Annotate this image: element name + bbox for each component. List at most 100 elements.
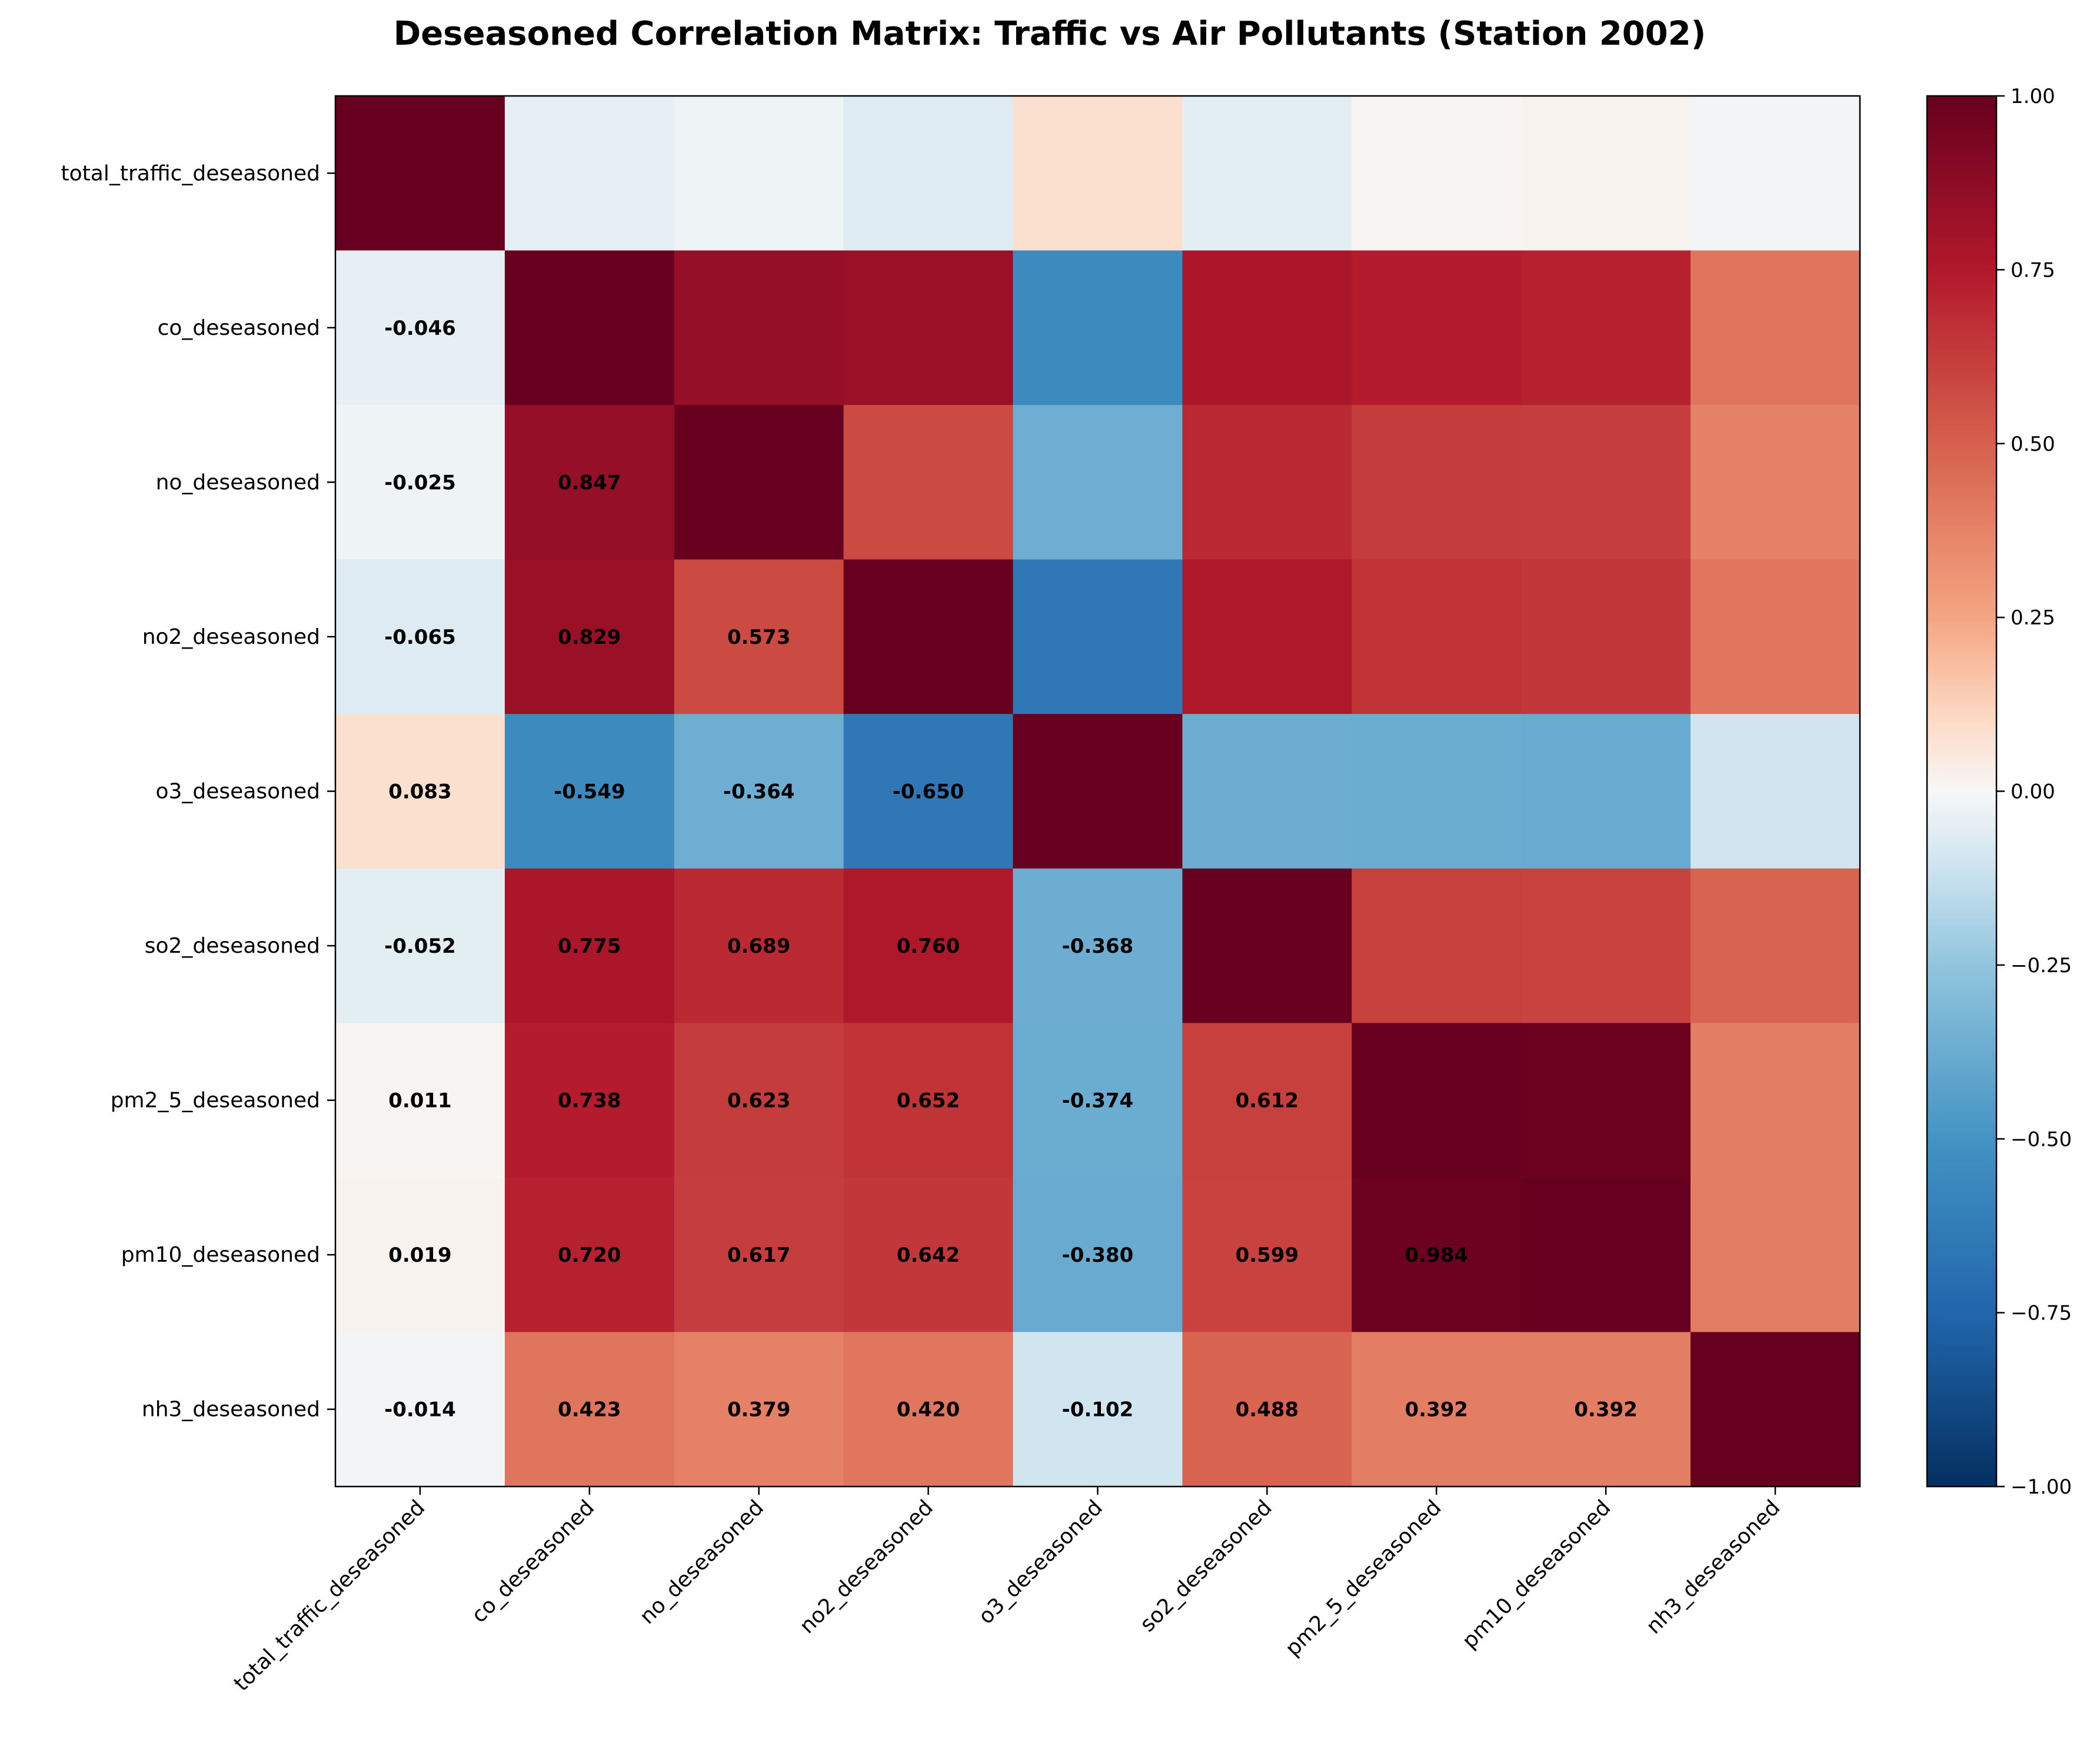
heatmap-cell [1352, 1023, 1522, 1178]
x-axis-ticks: total_traffic_deseasoned co_deseasoned no_… [229, 1487, 1785, 1696]
heatmap-cells [335, 96, 1861, 1487]
heatmap-cell [335, 1177, 505, 1333]
heatmap-cell [843, 1332, 1014, 1487]
colorbar-tick-label: 1.00 [2011, 85, 2055, 108]
colorbar-ticks: 1.00 0.75 0.50 0.25 0.00 −0.25 −0.50 −0.75 −1.00 [1996, 85, 2072, 1499]
heatmap-cell [504, 868, 675, 1023]
cell-value-label: -0.025 [384, 471, 456, 494]
cell-value-label: 0.011 [388, 1089, 452, 1113]
heatmap-cell [1521, 1023, 1691, 1178]
heatmap-cell [1182, 96, 1352, 251]
cell-value-label: 0.984 [1405, 1243, 1469, 1267]
heatmap-cell [1690, 1332, 1861, 1487]
y-tick-label: pm2_5_deseasoned [111, 1089, 320, 1113]
y-tick-label: nh3_deseasoned [142, 1398, 320, 1422]
cell-value-label: 0.392 [1574, 1398, 1638, 1422]
heatmap-cell [504, 1332, 675, 1487]
heatmap-cell [843, 96, 1014, 251]
heatmap-cell [1690, 1177, 1861, 1333]
heatmap-cell [504, 405, 675, 560]
heatmap-cell [674, 868, 844, 1023]
heatmap-cell [1013, 250, 1183, 405]
chart-title: Deseasoned Correlation Matrix: Traffic v… [394, 15, 1706, 53]
x-tick-label: total_traffic_deseasoned [229, 1495, 430, 1695]
cell-value-label: 0.612 [1236, 1089, 1299, 1113]
heatmap-cell [1013, 1177, 1183, 1333]
heatmap-cell [1013, 1023, 1183, 1178]
heatmap-cell [674, 714, 844, 869]
heatmap-cell [335, 250, 505, 405]
heatmap-cell [1352, 868, 1522, 1023]
heatmap-cell [1690, 405, 1861, 560]
heatmap-cell [1013, 405, 1183, 560]
heatmap-cell [1352, 1332, 1522, 1487]
colorbar-tick-label: 0.75 [2011, 258, 2055, 282]
cell-value-label: 0.652 [897, 1089, 960, 1113]
heatmap-cell [674, 1023, 844, 1178]
heatmap-cell [504, 714, 675, 869]
heatmap-cell [1521, 405, 1691, 560]
heatmap-cell [674, 250, 844, 405]
heatmap-cell [1352, 559, 1522, 714]
x-tick-label: pm10_deseasoned [1457, 1495, 1615, 1653]
heatmap-cell [1013, 1332, 1183, 1487]
heatmap-cell [843, 1177, 1014, 1333]
heatmap-cell [1521, 714, 1691, 869]
cell-value-label: 0.760 [897, 935, 960, 958]
cell-value-label: 0.623 [727, 1089, 791, 1113]
heatmap-cell [843, 559, 1014, 714]
heatmap-cell [504, 1023, 675, 1178]
colorbar-gradient [1926, 95, 1998, 1488]
cell-value-label: -0.549 [554, 780, 625, 804]
cell-value-label: -0.014 [384, 1398, 456, 1422]
heatmap-cell [335, 1332, 505, 1487]
heatmap-cell [1352, 250, 1522, 405]
cell-annotations: -0.046 -0.025 0.847 -0.065 0.829 0.573 0.083 -0… [384, 317, 1638, 1422]
heatmap-cell [1182, 714, 1352, 869]
heatmap-cell [843, 250, 1014, 405]
heatmap-cell [1690, 868, 1861, 1023]
colorbar-tick-label: −0.25 [2011, 954, 2072, 977]
heatmap-cell [674, 405, 844, 560]
heatmap-cell [1182, 250, 1352, 405]
heatmap-cell [843, 868, 1014, 1023]
y-tick-label: o3_deseasoned [156, 780, 321, 804]
x-tick-label: no_deseasoned [635, 1495, 769, 1629]
y-tick-label: no2_deseasoned [142, 625, 320, 649]
cell-value-label: -0.364 [723, 780, 795, 804]
heatmap-cell [1521, 96, 1691, 251]
cell-value-label: 0.423 [558, 1398, 621, 1422]
cell-value-label: -0.650 [893, 780, 964, 804]
heatmap-cell [1690, 250, 1861, 405]
heatmap-cell [1182, 559, 1352, 714]
heatmap-cell [674, 96, 844, 251]
heatmap-cell [504, 559, 675, 714]
cell-value-label: 0.599 [1236, 1243, 1299, 1267]
cell-value-label: 0.379 [727, 1398, 791, 1422]
colorbar-tick-label: −1.00 [2011, 1475, 2072, 1499]
x-tick-label: so2_deseasoned [1136, 1495, 1277, 1637]
heatmap-cell [504, 250, 675, 405]
heatmap-cell [674, 1332, 844, 1487]
y-axis-ticks: total_traffic_deseasoned co_deseasoned no_… [61, 161, 335, 1422]
heatmap-cell [504, 96, 675, 251]
cell-value-label: 0.573 [727, 626, 791, 649]
heatmap-cell [1521, 559, 1691, 714]
y-tick-label: pm10_deseasoned [121, 1243, 320, 1267]
y-tick-label: co_deseasoned [158, 316, 320, 340]
heatmap-cell [1182, 1332, 1352, 1487]
cell-value-label: -0.052 [384, 935, 456, 958]
heatmap-cell [335, 868, 505, 1023]
x-tick-label: o3_deseasoned [974, 1495, 1107, 1629]
heatmap-cell [1352, 405, 1522, 560]
heatmap-cell [335, 1023, 505, 1178]
cell-value-label: 0.720 [558, 1243, 621, 1267]
colorbar-tick-label: 0.25 [2011, 606, 2055, 630]
heatmap-cell [1013, 868, 1183, 1023]
cell-value-label: -0.046 [384, 317, 456, 340]
cell-value-label: 0.775 [558, 935, 621, 958]
cell-value-label: -0.102 [1062, 1398, 1134, 1422]
heatmap-cell [674, 559, 844, 714]
y-tick-label: so2_deseasoned [145, 934, 320, 958]
